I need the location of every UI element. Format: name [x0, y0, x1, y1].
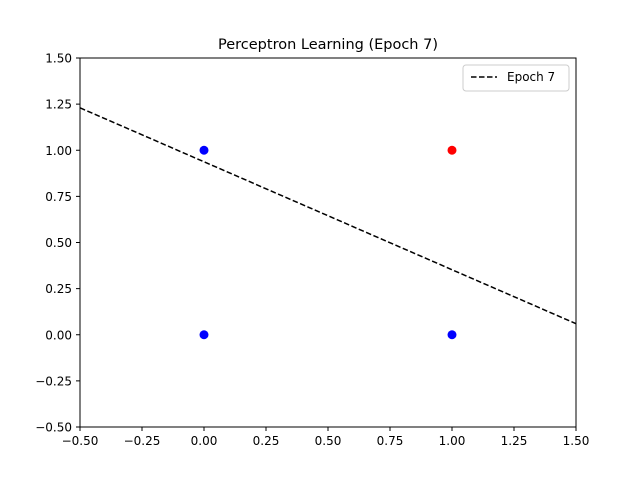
data-point [199, 145, 209, 155]
y-tick-label: 1.25 [45, 98, 72, 112]
data-point [199, 330, 209, 340]
x-tick-label: 0.00 [191, 434, 218, 448]
legend: Epoch 7 [462, 64, 570, 92]
legend-label-epoch: Epoch 7 [507, 70, 555, 84]
data-point [447, 330, 457, 340]
y-tick-label: −0.50 [35, 421, 72, 435]
x-tick-label: 1.50 [563, 434, 590, 448]
x-tick-label: −0.50 [62, 434, 99, 448]
data-point [447, 145, 457, 155]
y-tick-label: 0.50 [45, 236, 72, 250]
x-tick-label: 1.00 [439, 434, 466, 448]
x-tick-label: 0.50 [315, 434, 342, 448]
y-tick-label: 0.25 [45, 282, 72, 296]
chart-title: Perceptron Learning (Epoch 7) [218, 37, 438, 53]
legend-box [462, 64, 570, 92]
x-tick-label: 1.25 [501, 434, 528, 448]
y-tick-label: −0.25 [35, 374, 72, 388]
decision-boundary-line [80, 107, 576, 325]
plot-area: −0.50 −0.25 0.00 0.25 0.50 0.75 1.00 1.25 1.50 −0… [35, 52, 589, 449]
y-tick-label: 1.50 [45, 52, 72, 66]
x-tick-label: −0.25 [124, 434, 161, 448]
y-tick-label: 0.00 [45, 328, 72, 342]
y-tick-label: 1.00 [45, 144, 72, 158]
x-tick-label: 0.75 [377, 434, 404, 448]
axes-frame [79, 57, 577, 428]
y-tick-label: 0.75 [45, 190, 72, 204]
x-tick-label: 0.25 [253, 434, 280, 448]
